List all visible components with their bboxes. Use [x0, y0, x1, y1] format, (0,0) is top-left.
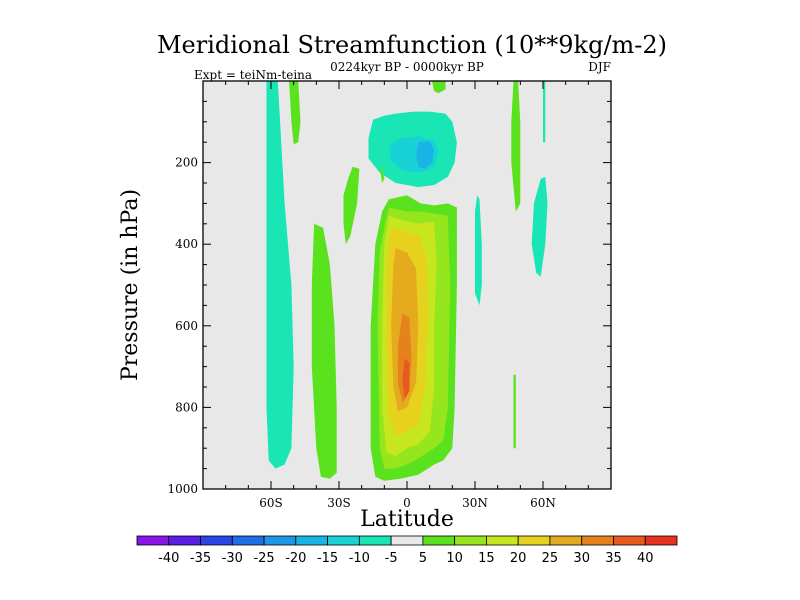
x-tick-label-1: 30S — [327, 496, 351, 510]
colorbar-label-15: 40 — [637, 551, 654, 566]
x-tick-label-4: 60N — [530, 496, 556, 510]
x-tick-label-0: 60S — [259, 496, 283, 510]
season-label: DJF — [588, 60, 611, 74]
contour-region-13 — [511, 81, 521, 212]
y-axis-label: Pressure (in hPa) — [118, 189, 143, 381]
colorbar-swatch-15 — [613, 535, 646, 546]
colorbar-label-5: -15 — [317, 551, 338, 566]
colorbar-swatch-8 — [390, 535, 424, 546]
colorbar-swatch-9 — [422, 535, 456, 546]
contour-region-4 — [475, 195, 482, 306]
colorbar-swatch-4 — [263, 535, 297, 546]
colorbar-label-12: 25 — [542, 551, 559, 566]
time-range-label: 0224kyr BP - 0000kyr BP — [330, 60, 484, 74]
colorbar-swatch-11 — [486, 535, 519, 546]
x-axis-label: Latitude — [360, 507, 454, 532]
colorbar-swatch-3 — [231, 535, 265, 546]
colorbar-swatch-16 — [644, 535, 678, 546]
contour-region-20 — [402, 358, 410, 400]
x-tick-label-2: 0 — [403, 496, 411, 510]
colorbar-label-11: 20 — [510, 551, 527, 566]
contour-region-3 — [416, 141, 435, 169]
contour-region-8 — [343, 166, 360, 245]
contour-region-14 — [513, 374, 516, 449]
colorbar-label-1: -35 — [190, 551, 211, 566]
experiment-label: Expt = teiNm-teina — [194, 68, 312, 82]
contour-region-12 — [431, 81, 446, 94]
y-tick-label-1: 400 — [175, 237, 198, 251]
plot-frame — [202, 80, 612, 490]
colorbar: -40 -35 -30 -25 -20 -15 -10 -5 5 10 15 20 25 30 35 40 — [136, 535, 678, 566]
colorbar-swatch-0 — [136, 535, 170, 546]
y-tick-label-4: 1000 — [167, 482, 198, 496]
colorbar-swatch-14 — [581, 535, 614, 546]
colorbar-label-14: 35 — [605, 551, 622, 566]
colorbar-label-7: -5 — [385, 551, 398, 566]
contour-region-5 — [531, 176, 548, 277]
contour-region-7 — [289, 81, 301, 145]
colorbar-label-2: -30 — [222, 551, 243, 566]
y-tick-label-2: 600 — [175, 319, 198, 333]
colorbar-label-10: 15 — [478, 551, 495, 566]
colorbar-label-9: 10 — [446, 551, 463, 566]
colorbar-label-8: 5 — [419, 551, 427, 566]
colorbar-label-3: -25 — [253, 551, 274, 566]
colorbar-swatch-2 — [200, 535, 233, 546]
y-tick-label-3: 800 — [175, 400, 198, 414]
x-tick-label-3: 30N — [462, 496, 488, 510]
colorbar-swatch-6 — [327, 535, 360, 546]
contour-region-6 — [543, 81, 546, 143]
colorbar-swatch-5 — [295, 535, 328, 546]
colorbar-swatch-10 — [454, 535, 487, 546]
colorbar-label-6: -10 — [349, 551, 370, 566]
y-tick-label-0: 200 — [175, 156, 198, 170]
colorbar-swatch-1 — [168, 535, 201, 546]
colorbar-swatch-12 — [517, 535, 551, 546]
chart-title: Meridional Streamfunction (10**9kg/m-2) — [157, 31, 667, 59]
colorbar-label-0: -40 — [158, 551, 179, 566]
colorbar-swatch-7 — [358, 535, 392, 546]
contour-region-0 — [266, 81, 294, 469]
contour-region-9 — [311, 223, 337, 479]
colorbar-label-4: -20 — [285, 551, 306, 566]
axis-ticks: 60S 30S 0 30N 60N 200 400 600 800 1000 — [167, 81, 611, 510]
colorbar-swatch-13 — [549, 535, 583, 546]
colorbar-label-13: 30 — [573, 551, 590, 566]
contour-region-10 — [379, 166, 385, 183]
contour-regions — [266, 81, 548, 481]
